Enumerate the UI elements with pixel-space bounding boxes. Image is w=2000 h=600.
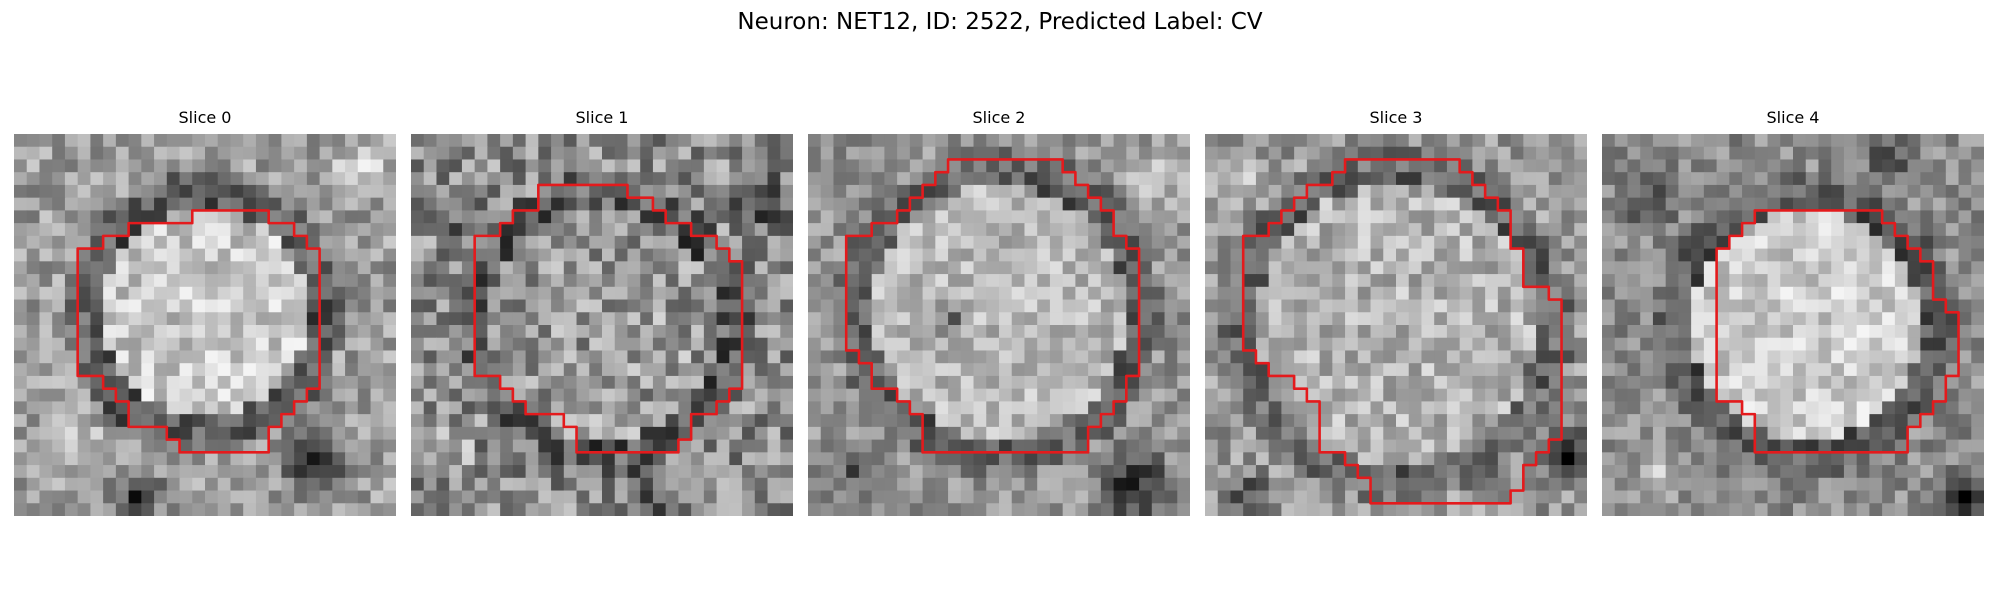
slice-image-1 [411,134,793,516]
pixel-grid [1205,134,1587,516]
slice-title: Slice 1 [575,108,629,127]
slice-title: Slice 3 [1369,108,1423,127]
pixel-grid [1602,134,1984,516]
figure-title: Neuron: NET12, ID: 2522, Predicted Label… [737,9,1263,35]
segmentation-contour [473,183,744,454]
slice-title: Slice 4 [1766,108,1820,127]
pixel-grid [14,134,396,516]
slice-image-4 [1602,134,1984,516]
pixel-grid [808,134,1190,516]
segmentation-contour [76,209,321,454]
segmentation-contour [1241,158,1563,505]
slice-title: Slice 2 [972,108,1026,127]
slice-title: Slice 0 [178,108,232,127]
slice-image-3 [1205,134,1587,516]
pixel-grid [411,134,793,516]
segmentation-contour [1715,209,1960,454]
segmentation-contour [844,158,1141,454]
slice-image-0 [14,134,396,516]
slice-image-2 [808,134,1190,516]
